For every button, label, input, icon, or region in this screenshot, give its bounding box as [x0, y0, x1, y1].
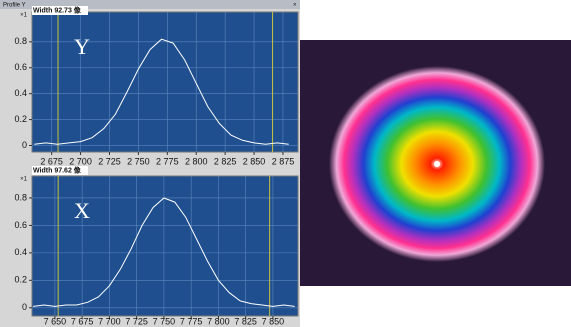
y-tick-label: 0.4: [14, 88, 27, 98]
x-tick-label: 7 700: [98, 316, 121, 326]
window-title: Profile Y: [3, 3, 26, 9]
y-tick-label: 0.4: [14, 247, 27, 257]
subtitle: Width 92.73 像: [33, 5, 82, 14]
x-tick-label: 2 875: [272, 156, 295, 166]
close-button[interactable]: ×: [293, 3, 297, 9]
x-tick-label: 7 725: [125, 316, 148, 326]
plot-area: [31, 175, 299, 317]
x-tick-label: 2 775: [156, 156, 179, 166]
beam-center: [434, 161, 440, 167]
y-tick-label: 0.6: [14, 220, 27, 230]
subtitle-box: [32, 166, 88, 175]
subtitle-box: [32, 6, 88, 15]
y-tick-label: 0.6: [14, 62, 27, 72]
y-tick-label: 0: [22, 140, 27, 150]
x-tick-label: 2 725: [98, 156, 121, 166]
x-tick-label: 2 700: [69, 156, 92, 166]
x-tick-label: 7 800: [207, 316, 230, 326]
x-tick-label: 7 825: [234, 316, 257, 326]
plot-area: [31, 11, 299, 153]
y-multiplier: ×1: [20, 177, 28, 183]
y-tick-label: 0.2: [14, 275, 27, 285]
y-tick-label: 0.8: [14, 192, 27, 202]
y-tick-label: 0.8: [14, 36, 27, 46]
x-tick-label: 2 825: [214, 156, 237, 166]
x-tick-label: 2 800: [185, 156, 208, 166]
x-tick-label: 2 750: [127, 156, 150, 166]
x-tick-label: 7 750: [153, 316, 176, 326]
y-tick-label: 0: [22, 302, 27, 312]
title-bar: [0, 0, 300, 9]
subtitle: Width 97.62 像: [33, 165, 82, 174]
annotation: Y: [74, 34, 90, 59]
x-tick-label: 7 850: [262, 316, 285, 326]
x-tick-label: 2 850: [243, 156, 266, 166]
profile-line: [33, 197, 295, 307]
annotation: X: [74, 198, 90, 223]
y-tick-label: 0.2: [14, 114, 27, 124]
x-tick-label: 7 675: [71, 316, 94, 326]
x-tick-label: 7 775: [180, 316, 203, 326]
profile-line: [34, 38, 289, 145]
x-tick-label: 2 675: [40, 156, 63, 166]
x-tick-label: 7 650: [44, 316, 67, 326]
y-multiplier: ×1: [20, 13, 28, 19]
